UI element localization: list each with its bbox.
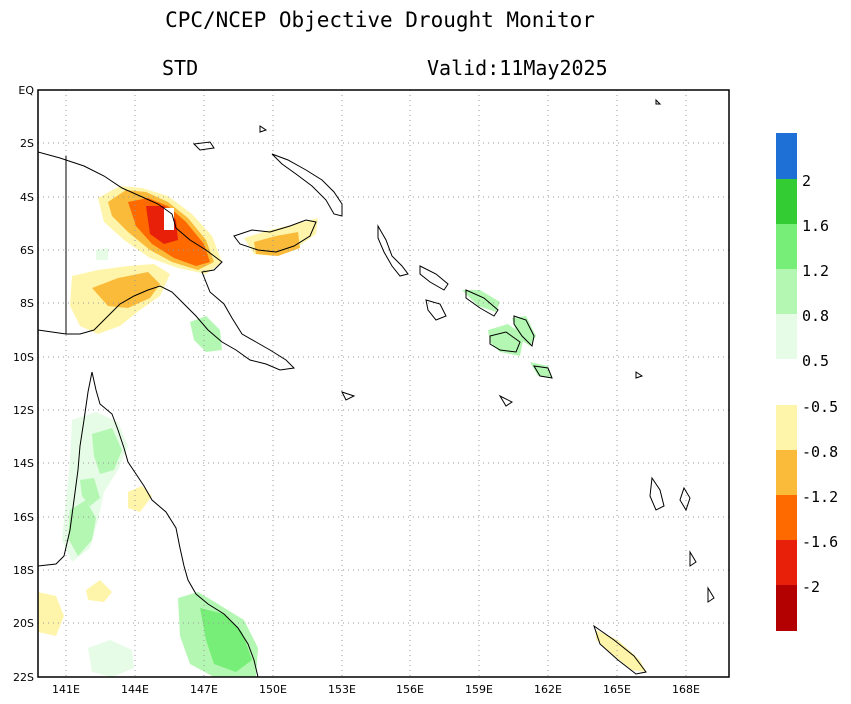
coast-santa-isabel — [465, 289, 499, 317]
lon-label: 147E — [190, 683, 218, 696]
dry-spot-qld-south — [86, 580, 112, 602]
dry-spot-qld-inland — [128, 486, 152, 512]
coast-guadalcanal — [489, 331, 521, 353]
lon-label: 144E — [121, 683, 149, 696]
coast-vanuatu — [707, 586, 715, 603]
coast-malaita — [513, 315, 535, 348]
lat-label: EQ — [18, 84, 34, 97]
colorbar-swatch-dry — [776, 495, 797, 540]
lat-label: 10S — [13, 351, 34, 364]
lat-label: 4S — [20, 191, 34, 204]
colorbar-wet: 2 1.6 1.2 0.8 0.5 — [776, 133, 829, 370]
coast-makira — [533, 365, 553, 379]
coast-vanuatu — [679, 486, 691, 512]
wet-region-solomons — [512, 316, 536, 346]
coast-vanuatu — [649, 476, 665, 511]
wet-spot-png-west — [96, 248, 108, 260]
lat-label: 14S — [13, 457, 34, 470]
lon-label: 168E — [672, 683, 700, 696]
colorbar-label: 0.8 — [802, 307, 829, 325]
coast-new-ireland — [271, 153, 343, 217]
valid-date-label: Valid:11May2025 — [427, 56, 608, 80]
lon-label: 150E — [259, 683, 287, 696]
map-grid — [38, 90, 729, 677]
wet-region-png-se — [190, 316, 222, 352]
lon-axis: 141E 144E 147E 150E 153E 156E 159E 162E … — [52, 683, 700, 696]
coast-islet — [259, 125, 268, 133]
coast-new-guinea — [38, 151, 296, 371]
colorbar-label: 0.5 — [802, 352, 829, 370]
coast-new-georgia — [425, 299, 447, 321]
coastlines — [38, 98, 715, 677]
dry-spot-west — [38, 592, 64, 636]
colorbar-label: 1.2 — [802, 262, 829, 280]
colorbar-label: -0.8 — [802, 443, 838, 461]
coast-gulf-of-carpentaria — [38, 371, 93, 567]
lat-label: 8S — [20, 297, 34, 310]
colorbar-label: -2 — [802, 578, 820, 596]
colorbar-swatch-dry — [776, 540, 797, 585]
wet-region-qld-coast — [200, 608, 252, 672]
coast-islet — [341, 391, 356, 401]
colorbar-swatch-dry — [776, 585, 797, 631]
wet-region-qld-coast — [88, 640, 134, 677]
lon-label: 165E — [603, 683, 631, 696]
lat-label: 12S — [13, 404, 34, 417]
lon-label: 156E — [396, 683, 424, 696]
lat-label: 6S — [20, 244, 34, 257]
colorbar-swatch-wet — [776, 179, 797, 224]
coast-manus — [192, 141, 215, 151]
coast-bougainville — [377, 224, 409, 277]
colorbar-swatch-wet-top — [776, 133, 797, 179]
colorbar-swatch-wet — [776, 314, 797, 359]
lon-label: 159E — [465, 683, 493, 696]
colorbar-swatch-dry — [776, 405, 797, 450]
wet-region-queensland — [92, 428, 122, 474]
anomaly-shading — [38, 186, 646, 677]
lon-label: 162E — [534, 683, 562, 696]
lat-label: 2S — [20, 137, 34, 150]
coast-islet — [635, 371, 644, 379]
colorbar-label: -0.5 — [802, 398, 838, 416]
dry-region-png-north — [164, 208, 174, 230]
colorbar-label: 2 — [802, 172, 811, 190]
coast-choiseul — [419, 265, 449, 291]
dry-region-new-caledonia — [596, 630, 646, 672]
wet-region-solomons — [462, 290, 500, 312]
lon-label: 141E — [52, 683, 80, 696]
coast-new-britain — [233, 219, 317, 253]
lat-label: 18S — [13, 564, 34, 577]
coast-queensland — [91, 371, 259, 677]
lat-label: 22S — [13, 671, 34, 684]
map-frame — [37, 89, 730, 678]
colorbar-label: -1.6 — [802, 533, 838, 551]
wet-region-queensland — [80, 478, 100, 506]
variable-label: STD — [162, 56, 199, 80]
lon-label: 153E — [328, 683, 356, 696]
wet-region-queensland — [68, 500, 96, 556]
colorbar-swatch-wet — [776, 269, 797, 314]
colorbar-swatch-dry — [776, 450, 797, 495]
coast-islet — [498, 394, 513, 407]
coast-islet — [655, 98, 662, 105]
coast-vanuatu — [689, 550, 697, 567]
colorbar-swatch-wet — [776, 224, 797, 269]
dry-region-png-south — [92, 272, 160, 308]
chart-title: CPC/NCEP Objective Drought Monitor — [165, 8, 595, 32]
colorbar-label: -1.2 — [802, 488, 838, 506]
lat-label: 16S — [13, 511, 34, 524]
colorbar-dry: -0.5 -0.8 -1.2 -1.6 -2 — [776, 398, 838, 631]
lat-axis: EQ 2S 4S 6S 8S 10S 12S 14S 16S 18S 20S 2… — [13, 84, 34, 684]
coast-new-caledonia — [593, 624, 647, 675]
lat-label: 20S — [13, 617, 34, 630]
colorbar-label: 1.6 — [802, 217, 829, 235]
